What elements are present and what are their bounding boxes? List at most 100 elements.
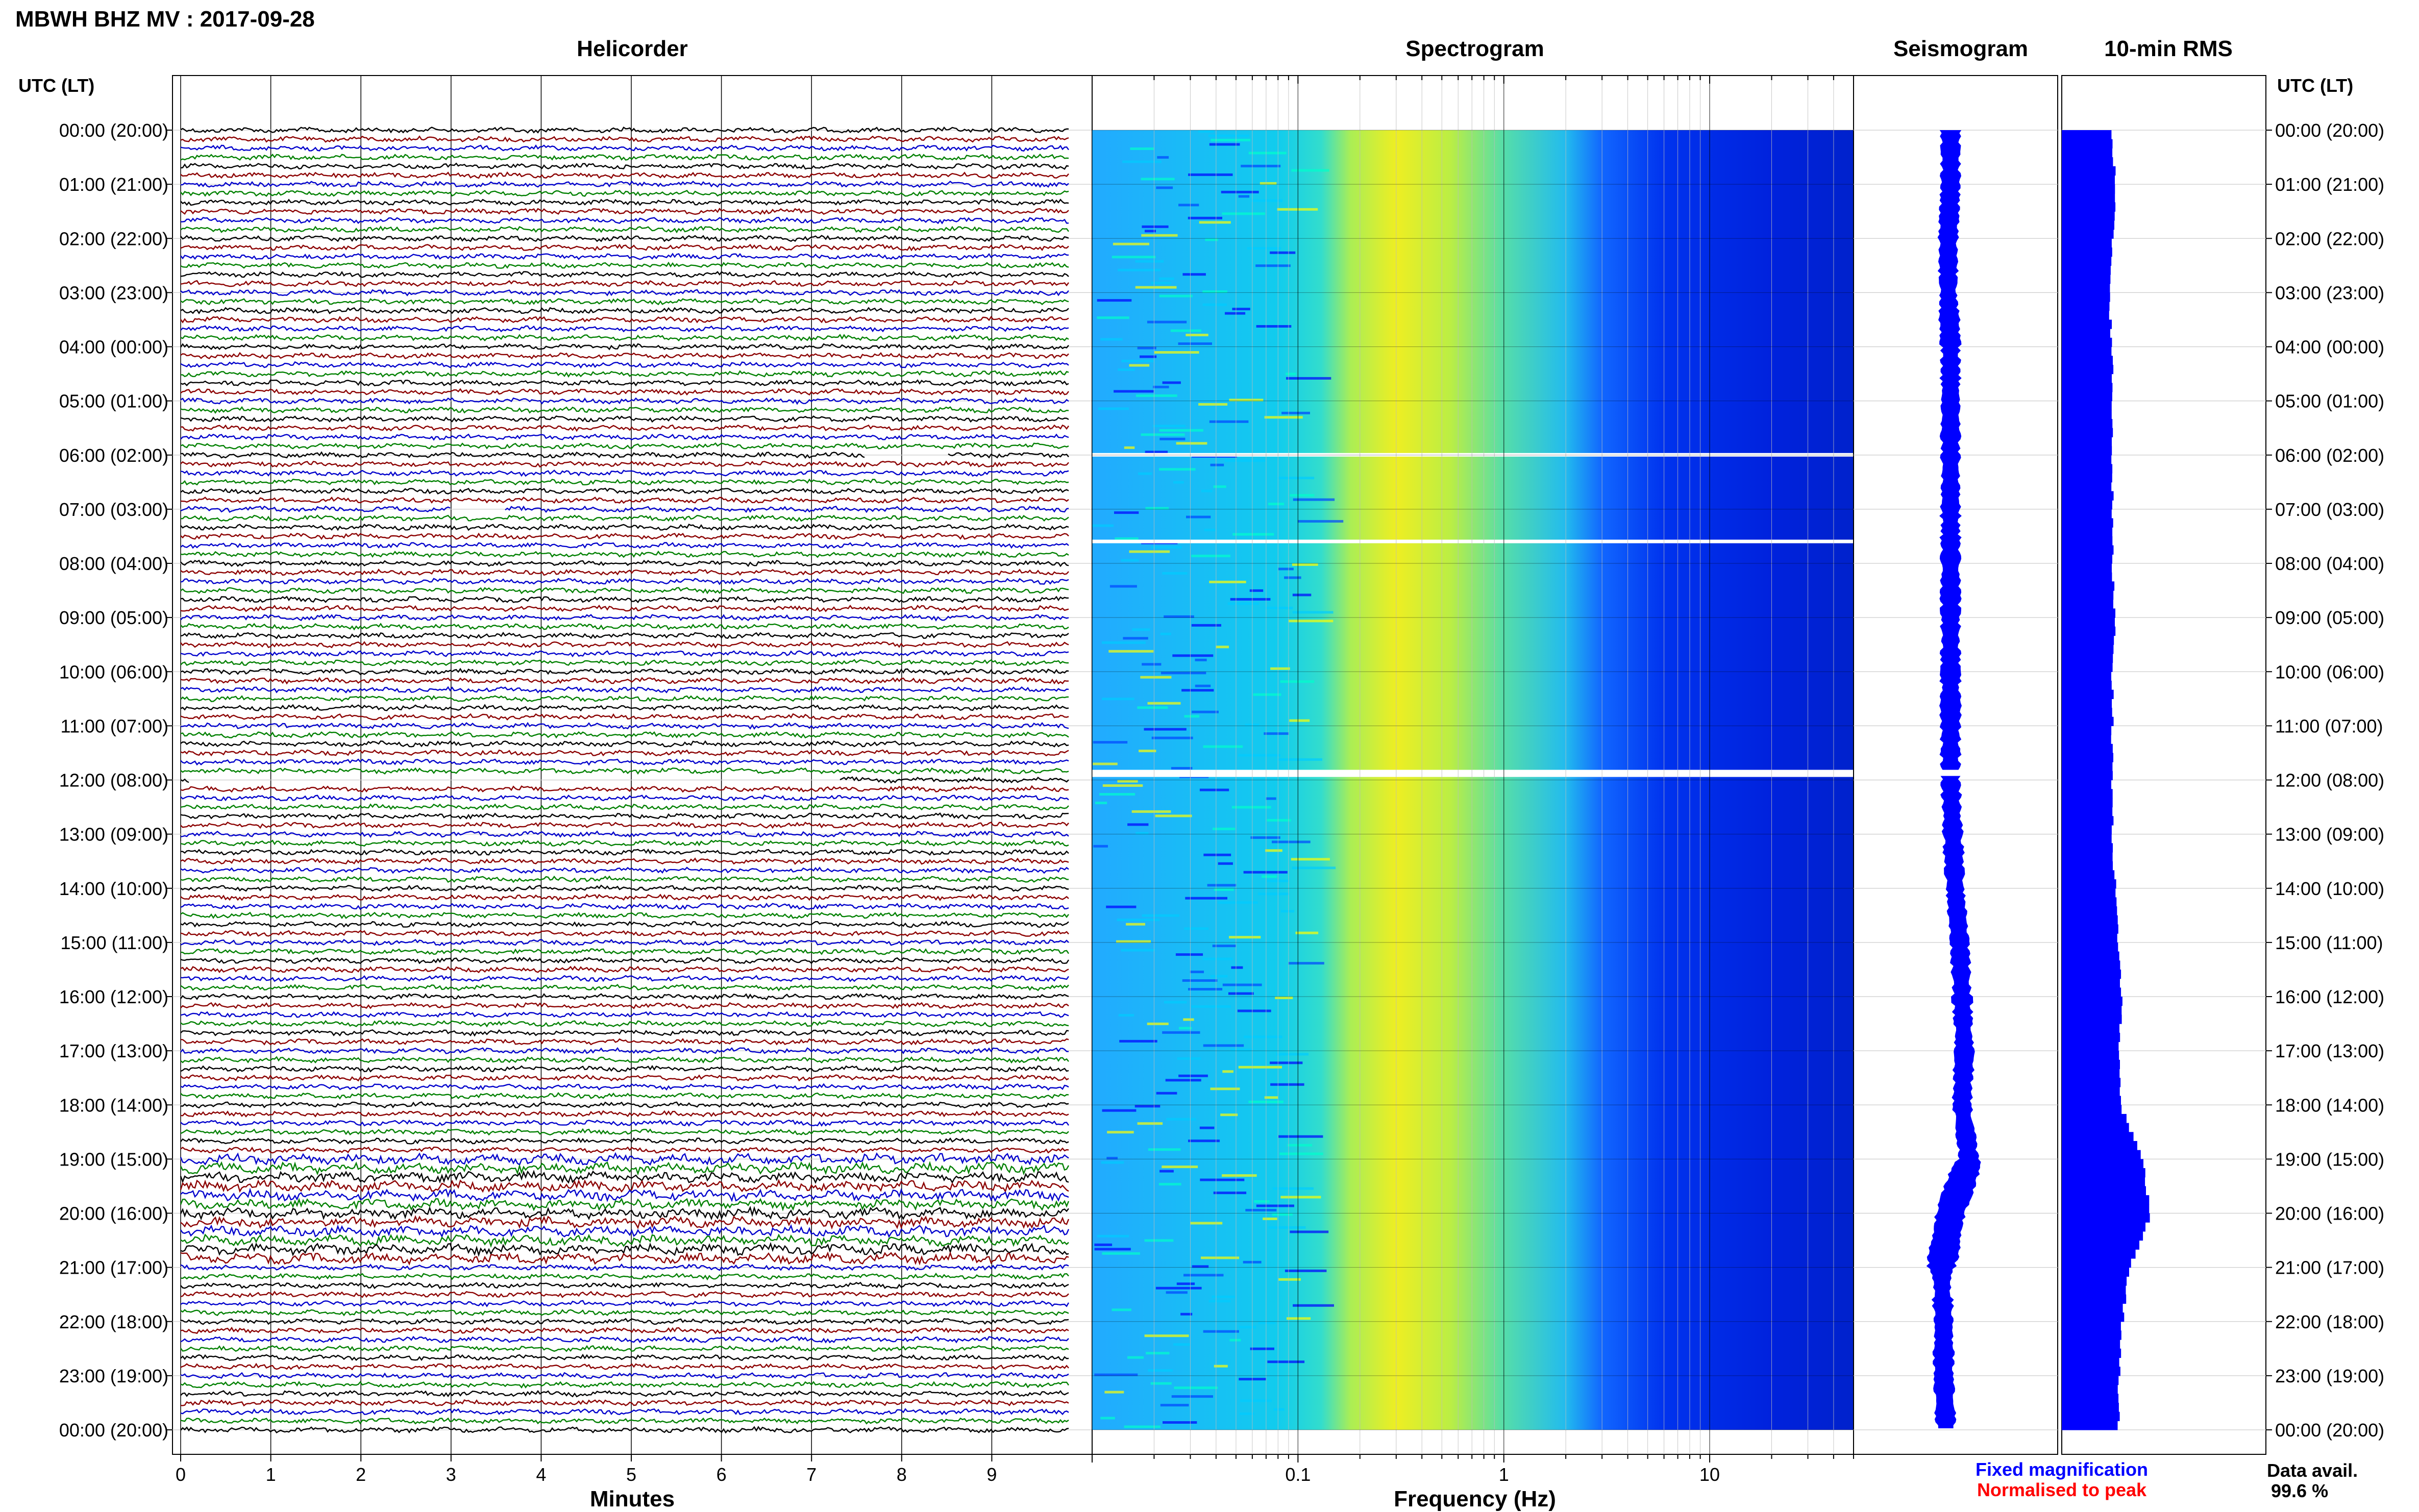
rms-bar <box>2062 924 2118 934</box>
spectrogram-band <box>1191 1005 1231 1008</box>
spectrogram-band <box>1245 1209 1277 1211</box>
spectrogram-band <box>1147 702 1181 705</box>
spectrogram-band <box>1240 1399 1272 1402</box>
helicorder-trace <box>180 1353 1069 1361</box>
helicorder-trace <box>180 1187 1069 1202</box>
spectrogram-band <box>1137 706 1168 709</box>
spectrogram-band <box>1164 615 1194 618</box>
spectrogram-band <box>1102 698 1134 701</box>
spectrogram-band <box>1157 156 1169 159</box>
spectrogram-band <box>1146 1352 1170 1355</box>
spectrogram-band <box>1222 983 1262 986</box>
spectrogram-band <box>1280 1196 1321 1199</box>
rms-bar <box>2062 1014 2122 1024</box>
helicorder-trace <box>180 1345 1069 1352</box>
time-labels: 00:00 (20:00) 00:00 (20:00) 01:00 (21:00) 0… <box>59 120 2384 1441</box>
rms-bar <box>2062 969 2121 979</box>
helicorder-trace <box>180 253 1069 260</box>
spectrogram-band <box>1160 1404 1189 1407</box>
time-label-left: 02:00 (22:00) <box>59 228 168 249</box>
spectrogram-band <box>1106 905 1137 908</box>
spectrogram-band <box>1162 381 1181 384</box>
helicorder-trace <box>180 1170 1069 1184</box>
rms-bar <box>2062 500 2112 510</box>
spectrogram-band <box>1162 1166 1198 1169</box>
spectrogram-band <box>1188 988 1223 990</box>
spectrogram-band <box>1287 1317 1311 1320</box>
spectrogram-band <box>1127 1356 1144 1359</box>
spectrogram-band <box>1178 1074 1208 1077</box>
rms-bar <box>2062 716 2114 726</box>
helicorder-trace <box>180 424 1069 432</box>
helicorder-trace <box>180 956 1070 964</box>
helicorder-trace <box>180 1300 1070 1307</box>
rms-bar <box>2062 1204 2150 1214</box>
spectrogram-band <box>1280 680 1315 683</box>
helicorder-trace <box>180 749 1069 757</box>
rms-bar <box>2062 762 2113 772</box>
helicorder-trace <box>180 514 1069 522</box>
rms-bar <box>2062 1024 2119 1033</box>
spectrogram-band <box>1221 190 1259 193</box>
spectrogram-tick-label: 1 <box>1499 1464 1509 1485</box>
spectrogram-band <box>1231 966 1243 969</box>
time-label-left: 12:00 (08:00) <box>59 770 168 791</box>
rms-bar <box>2062 302 2110 311</box>
spectrogram-band <box>1186 334 1208 336</box>
spectrogram-band <box>1267 819 1291 822</box>
rms-bar <box>2062 843 2113 853</box>
helicorder-trace <box>180 307 1069 315</box>
spectrogram-panel: 0.1 1 10 <box>1092 75 1854 1485</box>
helicorder-trace <box>180 1206 1069 1221</box>
rms-bar <box>2062 464 2113 474</box>
rms-header: 10-min RMS <box>2104 36 2233 61</box>
rms-bar <box>2062 689 2114 699</box>
spectrogram-band <box>1210 463 1224 466</box>
rms-bar <box>2062 933 2117 943</box>
helicorder-tick-label: 4 <box>536 1464 546 1485</box>
rms-bar <box>2062 545 2114 555</box>
spectrogram-band <box>1148 1148 1181 1151</box>
spectrogram-band <box>1140 676 1172 679</box>
helicorder-trace <box>180 1215 1070 1230</box>
helicorder-trace <box>180 1272 1069 1281</box>
spectrogram-band <box>1183 1274 1224 1277</box>
spectrogram-band <box>1094 1373 1138 1376</box>
helicorder-trace <box>180 713 1069 721</box>
helicorder-trace <box>180 1119 1069 1127</box>
helicorder-trace <box>180 1074 1069 1082</box>
helicorder-trace <box>180 298 1069 306</box>
time-label-right: 19:00 (15:00) <box>2275 1149 2384 1170</box>
spectrogram-band <box>1130 147 1154 150</box>
rms-bar <box>2062 1113 2127 1124</box>
rms-bar <box>2062 1051 2119 1060</box>
helicorder-trace <box>180 352 1069 360</box>
helicorder-trace <box>180 866 1069 874</box>
spectrogram-band <box>1135 286 1177 289</box>
rms-bar <box>2062 229 2114 239</box>
spectrogram-band <box>1144 728 1187 731</box>
spectrogram-band <box>1161 672 1206 675</box>
time-label-left: 09:00 (05:00) <box>59 607 168 628</box>
spectrogram-band <box>1171 767 1193 770</box>
helicorder-panel: 0 1 2 3 4 5 6 7 8 9 <box>172 75 1093 1485</box>
helicorder-trace <box>180 596 1069 604</box>
spectrogram-band <box>1249 589 1264 592</box>
spectrogram-band <box>1159 437 1186 440</box>
spectrogram-header: Spectrogram <box>1405 36 1544 61</box>
spectrogram-band <box>1176 1282 1195 1285</box>
spectrogram-band <box>1094 1248 1131 1251</box>
spectrogram-band <box>1222 1174 1257 1177</box>
time-label-right: 02:00 (22:00) <box>2275 228 2384 249</box>
time-label-right: 04:00 (00:00) <box>2275 337 2384 358</box>
spectrogram-band <box>1230 598 1271 601</box>
rms-bar <box>2062 1132 2134 1142</box>
spectrogram-band <box>1092 524 1114 527</box>
helicorder-trace <box>180 1291 1069 1298</box>
helicorder-trace <box>180 993 1069 1001</box>
helicorder-trace <box>180 586 1069 594</box>
time-axis-header-left: UTC (LT) <box>18 75 94 96</box>
spectrogram-band <box>1177 1057 1201 1060</box>
spectrogram-band <box>1218 901 1258 904</box>
spectrogram-band <box>1159 468 1196 471</box>
